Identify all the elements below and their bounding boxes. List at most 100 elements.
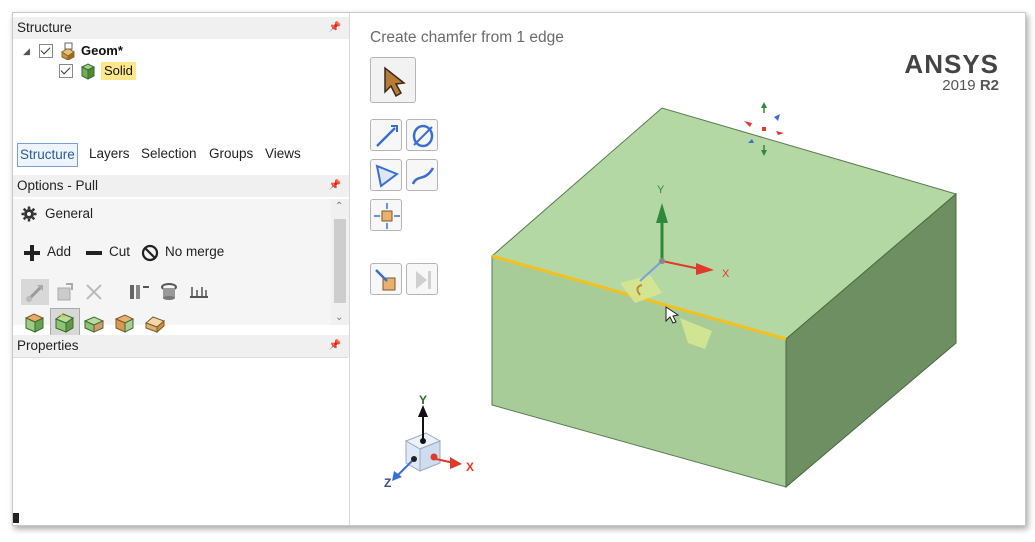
add-label: Add [47,244,72,259]
pin-icon[interactable]: 📌 [328,180,341,191]
solid-checkbox[interactable] [59,64,73,78]
select-loop-icon [412,124,434,148]
complete-icon [375,269,396,291]
options-panel-body: General Add Cut No merge [13,199,349,336]
tree-item-label: Geom* [81,43,123,58]
structure-panel-header: Structure 📌 [13,17,349,39]
triad-x-label: X [466,460,474,474]
structure-panel-title: Structure [17,20,72,35]
select-loop-button[interactable] [406,119,438,151]
select-edge-button[interactable] [370,119,402,151]
tab-views[interactable]: Views [265,146,301,161]
trajectory-icon [86,284,102,300]
round-icon [83,316,105,333]
pivot-icon [57,283,73,301]
no-merge-option[interactable]: No merge [141,243,251,263]
options-panel-title: Options - Pull [17,178,99,193]
tree-item-geom[interactable]: ◢ Geom* [23,41,223,61]
tool-hint: Create chamfer from 1 edge [370,29,564,46]
select-vertex-icon [375,164,400,188]
draft-tool[interactable] [141,309,169,335]
tab-groups[interactable]: Groups [209,146,254,161]
version-year: 2019 [942,77,976,94]
expand-triangle-icon[interactable]: ◢ [23,46,30,56]
handle-y-label: Y [657,184,665,196]
pin-icon[interactable]: 📌 [328,22,341,33]
cut-label: Cut [109,244,131,259]
ansys-logo: ANSYS 2019 R2 [904,51,999,95]
version-label: 2019 R2 [904,77,999,95]
app-window: Structure 📌 ◢ Geom* Solid Struc [12,12,1026,526]
cut-option[interactable]: Cut [85,243,147,263]
tab-layers[interactable]: Layers [89,146,130,161]
offset-edge-tool[interactable] [111,309,139,335]
offset-edge-icon [114,314,135,333]
3d-scene: Y X [384,102,958,490]
origin-move-marker [744,102,784,156]
tree-item-solid[interactable]: Solid [59,61,219,81]
tab-structure[interactable]: Structure [17,143,78,167]
extrude-face-icon [24,313,45,333]
geometry-icon [61,42,75,60]
options-scrollbar[interactable]: ⌃ ⌄ [331,199,349,325]
brand-name: ANSYS [904,49,999,79]
chamfer-tool[interactable] [50,308,80,336]
revolve-icon [161,283,177,300]
scroll-down-arrow-icon[interactable]: ⌄ [335,312,344,323]
select-point-icon [374,203,400,229]
select-chain-button[interactable] [406,159,438,191]
chamfer-icon [54,313,75,333]
select-tool-button[interactable] [370,57,416,103]
select-vertex-button[interactable] [370,159,402,191]
view-triad[interactable] [392,405,462,481]
options-panel-header: Options - Pull 📌 [13,175,349,197]
select-chain-icon [411,167,435,185]
pull-mode-row: Add Cut No merge [23,243,283,263]
version-release: R2 [979,77,999,94]
plus-icon [24,245,40,261]
left-panel: Structure 📌 ◢ Geom* Solid Struc [13,13,350,525]
general-section-header[interactable]: General [21,203,321,225]
handle-x-label: X [722,268,730,280]
revolve-tool[interactable] [155,279,183,305]
triad-y-label: Y [419,393,427,407]
triad-z-label: Z [384,476,391,490]
up-to-icon [130,285,149,299]
scrollbar-thumb[interactable] [334,219,346,303]
properties-panel-header: Properties 📌 [13,335,349,357]
properties-panel-title: Properties [17,338,79,353]
ruler-dimension-tool[interactable] [185,279,213,305]
gear-icon [21,206,37,222]
along-trajectory-tool[interactable] [81,279,109,305]
add-option[interactable]: Add [23,243,83,263]
pivot-tool[interactable] [51,279,79,305]
up-to-tool[interactable] [125,279,153,305]
solid-side-face[interactable] [785,192,957,489]
minus-icon [86,251,102,255]
next-step-button[interactable] [406,263,438,295]
3d-viewport[interactable]: Create chamfer from 1 edge ANSYS 2019 R2 [350,13,1025,525]
complete-tool-button[interactable] [370,263,402,295]
pin-icon[interactable]: 📌 [328,340,341,351]
select-point-button[interactable] [370,199,402,231]
cursor-arrow-icon [384,66,406,98]
no-symbol-icon [141,244,159,262]
pull-direction-tool[interactable] [21,279,49,305]
status-marker [13,513,19,523]
draft-icon [145,316,165,334]
extrude-face-tool[interactable] [21,309,49,335]
pull-handle[interactable] [620,203,714,349]
section-label: General [45,206,94,221]
skip-forward-icon [416,271,431,289]
ruler-icon [190,287,208,298]
properties-panel-body [13,357,348,525]
mouse-cursor-icon [665,306,680,324]
no-merge-label: No merge [165,244,225,259]
pull-direction-icon [26,285,43,302]
tab-selection[interactable]: Selection [141,146,197,161]
scroll-up-arrow-icon[interactable]: ⌃ [335,201,344,212]
round-tool[interactable] [81,309,109,335]
select-edge-icon [376,125,398,147]
tree-item-label: Solid [101,62,136,80]
geom-checkbox[interactable] [39,44,53,58]
